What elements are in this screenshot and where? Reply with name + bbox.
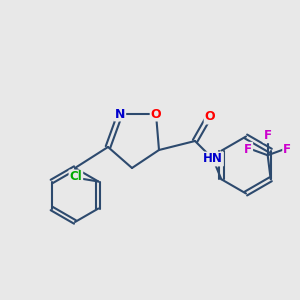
Text: F: F (264, 129, 272, 142)
Text: F: F (244, 143, 252, 156)
Text: HN: HN (203, 152, 223, 166)
Text: Cl: Cl (70, 170, 82, 184)
Text: F: F (283, 143, 291, 156)
Text: N: N (115, 107, 125, 121)
Text: O: O (151, 107, 161, 121)
Text: O: O (205, 110, 215, 124)
